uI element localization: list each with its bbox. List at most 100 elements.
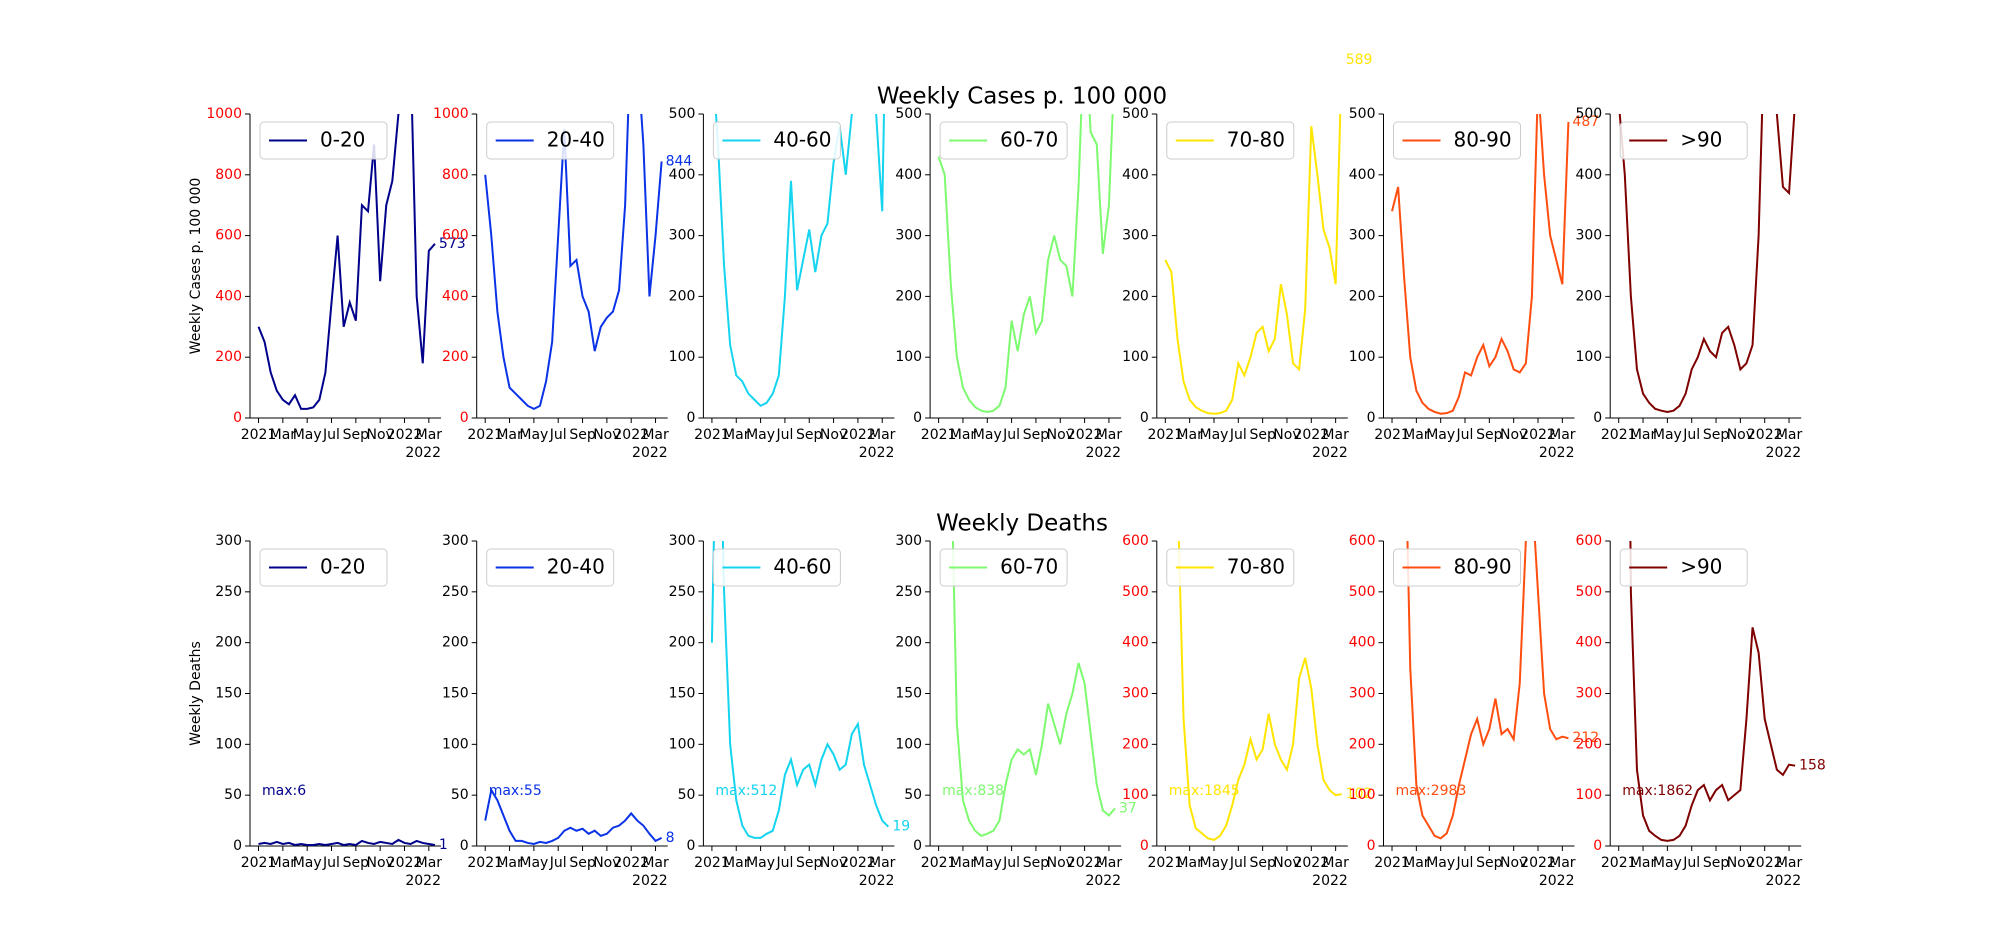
x-tick-label: 2021 — [1601, 855, 1637, 871]
x-tick-label: Nov — [1273, 427, 1300, 443]
x-tick-label: 2021 — [921, 427, 957, 443]
y-tick-label: 100 — [669, 349, 696, 365]
x-tick-label: May — [293, 427, 322, 443]
x-tick-label: Mar — [1776, 855, 1803, 871]
y-tick-label: 300 — [215, 533, 242, 549]
x-tick-label: Mar — [1322, 427, 1349, 443]
x-tick-label: Jul — [1456, 427, 1474, 443]
x-tick-label: Mar — [1096, 855, 1123, 871]
x-tick-label: Sep — [1023, 855, 1050, 871]
end-label: 573 — [439, 236, 466, 252]
y-tick-label: 1000 — [206, 106, 242, 122]
y-tick-label: 50 — [451, 787, 469, 803]
x-tick-label: 2021 — [241, 427, 277, 443]
y-tick-label: 0 — [686, 410, 695, 426]
x-tick-label: Mar — [1403, 427, 1430, 443]
y-tick-label: 600 — [1349, 533, 1376, 549]
x-tick-label: Mar — [1176, 427, 1203, 443]
x-tick-label: 2022 — [840, 427, 876, 443]
y-tick-label: 100 — [1122, 787, 1149, 803]
legend-label: >90 — [1680, 128, 1722, 152]
x-tick-label: 2021 — [467, 855, 503, 871]
y-tick-label: 400 — [895, 167, 922, 183]
x-tick-label: 2022 — [613, 855, 649, 871]
legend-box — [486, 548, 615, 587]
legend-box — [712, 548, 841, 587]
x-tick-label: May — [746, 855, 775, 871]
x-tick-label: Nov — [1047, 855, 1074, 871]
end-label: 487 — [1572, 114, 1599, 130]
x-tick-label: Sep — [1476, 427, 1503, 443]
x-tick-label: 2022 — [1520, 855, 1556, 871]
x-tick-label: May — [1426, 855, 1455, 871]
y-tick-label: 50 — [678, 787, 696, 803]
x-tick-label: 2022 — [1520, 427, 1556, 443]
y-tick-label: 0 — [1367, 838, 1376, 854]
end-label: 102 — [1346, 786, 1373, 802]
x-offset-label: 2022 — [405, 873, 441, 889]
x-tick-label: Nov — [593, 855, 620, 871]
y-tick-label: 300 — [1575, 686, 1602, 702]
y-tick-label: 50 — [904, 787, 922, 803]
x-tick-label: Mar — [1630, 427, 1657, 443]
y-tick-label: 500 — [895, 106, 922, 122]
end-label: 844 — [666, 153, 693, 169]
x-tick-label: Mar — [270, 855, 297, 871]
x-tick-label: 2021 — [1374, 855, 1410, 871]
x-tick-label: 2021 — [694, 855, 730, 871]
y-tick-label: 200 — [215, 349, 242, 365]
x-tick-label: May — [1653, 855, 1682, 871]
x-tick-label: Nov — [1727, 427, 1754, 443]
y-tick-label: 200 — [895, 635, 922, 651]
x-tick-label: 2021 — [241, 855, 277, 871]
series-line — [714, 114, 885, 408]
y-tick-label: 800 — [215, 167, 242, 183]
legend-box — [939, 121, 1068, 160]
y-tick-label: 0 — [1140, 410, 1149, 426]
y-tick-label: 200 — [215, 635, 242, 651]
x-tick-label: Sep — [343, 855, 370, 871]
y-tick-label: 400 — [1122, 635, 1149, 651]
y-tick-label: 100 — [1349, 787, 1376, 803]
x-tick-label: Nov — [820, 427, 847, 443]
series-line — [1629, 541, 1796, 842]
y-tick-label: 200 — [895, 288, 922, 304]
y-tick-label: 200 — [1122, 288, 1149, 304]
y-tick-label: 0 — [913, 838, 922, 854]
max-label: max:2983 — [1396, 783, 1467, 799]
y-tick-label: 100 — [442, 736, 469, 752]
y-tick-label: 100 — [1575, 349, 1602, 365]
x-tick-label: Mar — [270, 427, 297, 443]
y-tick-label: 0 — [1367, 410, 1376, 426]
y-tick-label: 100 — [1122, 349, 1149, 365]
end-label: 212 — [1572, 730, 1599, 746]
x-tick-label: May — [519, 855, 548, 871]
x-tick-label: Mar — [496, 855, 523, 871]
x-tick-label: Jul — [1229, 427, 1247, 443]
y-tick-label: 1000 — [433, 106, 469, 122]
y-tick-label: 300 — [1349, 228, 1376, 244]
legend-box — [1393, 121, 1521, 160]
x-tick-label: 2021 — [467, 427, 503, 443]
x-tick-label: 2022 — [1067, 855, 1103, 871]
y-tick-label: 200 — [1349, 736, 1376, 752]
y-tick-label: 300 — [1122, 228, 1149, 244]
x-tick-label: Mar — [1322, 855, 1349, 871]
x-tick-label: Mar — [723, 427, 750, 443]
legend-label: 0-20 — [320, 555, 365, 579]
end-label: 1 — [439, 837, 448, 853]
x-tick-label: Nov — [1273, 855, 1300, 871]
x-tick-label: Mar — [1776, 427, 1803, 443]
y-tick-label: 600 — [1122, 533, 1149, 549]
x-tick-label: Mar — [950, 855, 977, 871]
max-label: max:512 — [715, 783, 777, 799]
y-tick-label: 250 — [442, 584, 469, 600]
x-tick-label: May — [1426, 427, 1455, 443]
y-tick-label: 100 — [1349, 349, 1376, 365]
x-tick-label: Nov — [820, 855, 847, 871]
legend-box — [1166, 121, 1295, 160]
y-tick-label: 400 — [1575, 167, 1602, 183]
y-tick-label: 250 — [215, 584, 242, 600]
y-tick-label: 300 — [895, 533, 922, 549]
x-tick-label: Mar — [1096, 427, 1123, 443]
